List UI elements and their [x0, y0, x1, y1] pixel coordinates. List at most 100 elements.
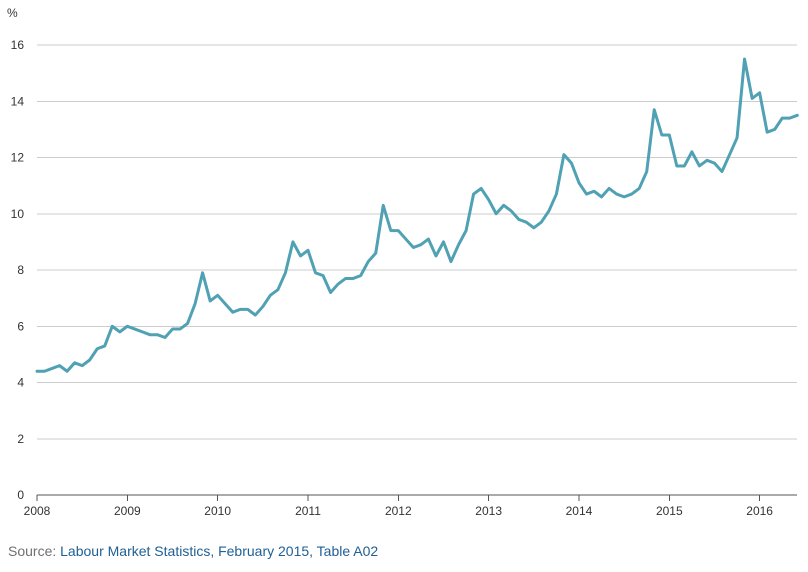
- data-point: [133, 327, 137, 331]
- source-note: Source: Labour Market Statistics, Februa…: [8, 543, 378, 559]
- data-point: [291, 240, 295, 244]
- data-point: [569, 161, 573, 165]
- data-point: [712, 161, 716, 165]
- data-point: [554, 192, 558, 196]
- data-point: [479, 186, 483, 190]
- data-point: [411, 246, 415, 250]
- data-point: [419, 243, 423, 247]
- x-tick-label: 2011: [295, 504, 321, 518]
- data-point: [494, 212, 498, 216]
- data-point: [283, 271, 287, 275]
- data-point: [88, 358, 92, 362]
- data-point: [690, 150, 694, 154]
- data-point: [35, 369, 39, 373]
- data-point: [186, 321, 190, 325]
- y-tick-label: 10: [11, 207, 25, 221]
- data-point: [532, 226, 536, 230]
- x-tick-label: 2008: [24, 504, 51, 518]
- data-point: [321, 274, 325, 278]
- data-point: [261, 305, 265, 309]
- series-group: [35, 57, 799, 373]
- data-point: [637, 186, 641, 190]
- data-point: [667, 133, 671, 137]
- data-point: [434, 254, 438, 258]
- data-point: [697, 164, 701, 168]
- data-point: [381, 203, 385, 207]
- data-point: [389, 229, 393, 233]
- data-point: [73, 361, 77, 365]
- data-point: [765, 130, 769, 134]
- data-point: [795, 113, 799, 117]
- data-point: [43, 369, 47, 373]
- y-tick-label: 2: [17, 432, 24, 446]
- data-point: [148, 333, 152, 337]
- data-point: [600, 195, 604, 199]
- y-tick-label: 4: [17, 376, 24, 390]
- data-point: [652, 108, 656, 112]
- x-axis: 2008 2009 2010 2011 2012 2013 2014 2015 2016: [24, 494, 797, 518]
- data-point: [630, 192, 634, 196]
- x-tick-label: 2014: [566, 504, 593, 518]
- data-point: [193, 302, 197, 306]
- data-point: [622, 195, 626, 199]
- data-point: [58, 364, 62, 368]
- x-tick-label: 2010: [204, 504, 231, 518]
- data-point: [584, 192, 588, 196]
- data-point: [238, 307, 242, 311]
- data-point: [472, 192, 476, 196]
- data-point: [675, 164, 679, 168]
- data-point: [743, 57, 747, 61]
- data-point: [396, 229, 400, 233]
- data-point: [298, 254, 302, 258]
- data-point: [201, 271, 205, 275]
- data-point: [223, 302, 227, 306]
- x-tick-label: 2009: [114, 504, 141, 518]
- data-point: [329, 291, 333, 295]
- y-axis-unit-label: %: [7, 6, 18, 20]
- source-link[interactable]: Labour Market Statistics, February 2015,…: [60, 543, 379, 559]
- data-point: [773, 127, 777, 131]
- data-point: [592, 189, 596, 193]
- data-point: [246, 307, 250, 311]
- data-point: [404, 237, 408, 241]
- y-tick-label: 12: [11, 151, 25, 165]
- data-point: [705, 158, 709, 162]
- data-point: [607, 186, 611, 190]
- data-point: [615, 192, 619, 196]
- data-point: [464, 229, 468, 233]
- data-point: [359, 274, 363, 278]
- data-point: [178, 327, 182, 331]
- line-chart: % 0 2 4 6 8 10 12 14 16 2008 2009 2010 2011 2012 2013…: [7, 6, 799, 518]
- data-point: [682, 164, 686, 168]
- data-point: [441, 240, 445, 244]
- data-point: [502, 203, 506, 207]
- data-point: [95, 347, 99, 351]
- x-tick-label: 2012: [385, 504, 412, 518]
- data-point: [547, 209, 551, 213]
- data-point: [118, 330, 122, 334]
- data-point: [487, 198, 491, 202]
- y-tick-label: 6: [17, 319, 24, 333]
- data-point: [171, 327, 175, 331]
- y-tick-label: 16: [11, 38, 25, 52]
- data-point: [65, 369, 69, 373]
- data-point: [344, 276, 348, 280]
- series-line-0: [35, 57, 799, 373]
- data-point: [780, 116, 784, 120]
- data-point: [216, 293, 220, 297]
- data-point: [449, 260, 453, 264]
- data-point: [103, 344, 107, 348]
- data-point: [140, 330, 144, 334]
- data-point: [517, 217, 521, 221]
- data-point: [50, 366, 54, 370]
- x-tick-label: 2015: [656, 504, 683, 518]
- data-point: [539, 220, 543, 224]
- data-point: [562, 153, 566, 157]
- data-point: [125, 324, 129, 328]
- data-point: [155, 333, 159, 337]
- data-point: [366, 260, 370, 264]
- y-tick-label: 0: [17, 488, 24, 502]
- x-tick-label: 2013: [475, 504, 502, 518]
- data-point: [336, 282, 340, 286]
- data-point: [80, 364, 84, 368]
